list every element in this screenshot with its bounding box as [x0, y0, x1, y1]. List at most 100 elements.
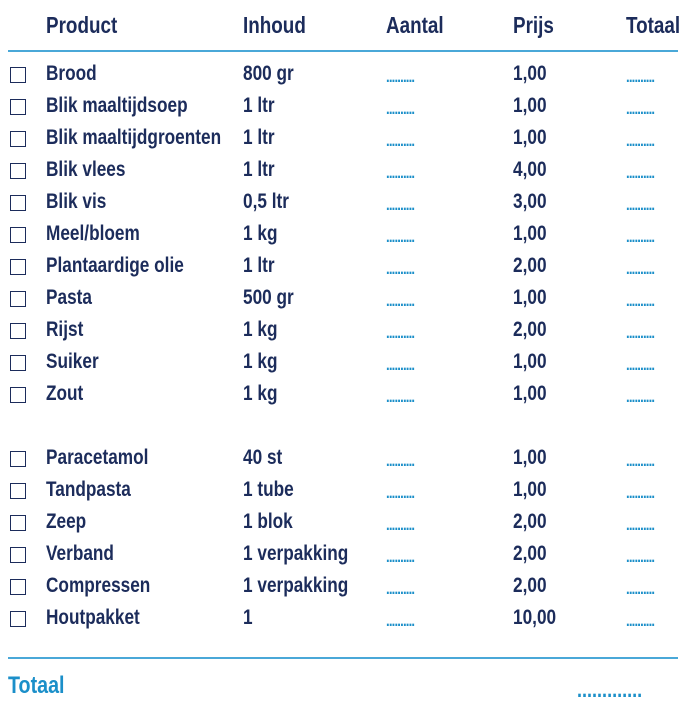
quantity: .......... [386, 357, 415, 374]
price: 2,00 [513, 574, 547, 597]
checkbox[interactable] [10, 259, 26, 275]
total: .......... [626, 101, 655, 118]
total: .......... [626, 229, 655, 246]
price: 2,00 [513, 254, 547, 277]
content: 1 ltr [243, 94, 275, 117]
content: 1 verpakking [243, 574, 349, 597]
checkbox[interactable] [10, 323, 26, 339]
column-header: Inhoud [243, 12, 306, 38]
price: 2,00 [513, 542, 547, 565]
content: 1 blok [243, 510, 293, 533]
checkbox[interactable] [10, 579, 26, 595]
total: .......... [626, 453, 655, 470]
checkbox[interactable] [10, 387, 26, 403]
product: Suiker [46, 350, 99, 373]
price: 1,00 [513, 382, 547, 405]
product: Zout [46, 382, 84, 405]
content: 800 gr [243, 62, 294, 85]
product: Paracetamol [46, 446, 149, 469]
checkbox[interactable] [10, 611, 26, 627]
product: Blik maaltijdsoep [46, 94, 188, 117]
price: 3,00 [513, 190, 547, 213]
quantity: .......... [386, 165, 415, 182]
product: Blik vlees [46, 158, 126, 181]
total: .......... [626, 517, 655, 534]
quantity: .......... [386, 69, 415, 86]
quantity: .......... [386, 613, 415, 630]
checkbox[interactable] [10, 483, 26, 499]
checkbox[interactable] [10, 451, 26, 467]
content: 500 gr [243, 286, 294, 309]
quantity: .......... [386, 261, 415, 278]
checkbox[interactable] [10, 131, 26, 147]
checkbox[interactable] [10, 163, 26, 179]
price: 1,00 [513, 126, 547, 149]
footer-value: ............. [577, 677, 643, 702]
footer-rule [8, 657, 678, 659]
product: Plantaardige olie [46, 254, 184, 277]
checkbox[interactable] [10, 291, 26, 307]
product: Tandpasta [46, 478, 131, 501]
checkbox[interactable] [10, 99, 26, 115]
product: Rijst [46, 318, 84, 341]
total: .......... [626, 261, 655, 278]
checkbox[interactable] [10, 515, 26, 531]
quantity: .......... [386, 581, 415, 598]
content: 0,5 ltr [243, 190, 289, 213]
quantity: .......... [386, 549, 415, 566]
content: 1 kg [243, 382, 278, 405]
column-header: Aantal [386, 12, 444, 38]
product: Pasta [46, 286, 92, 309]
column-header: Totaal [626, 12, 681, 38]
content: 1 ltr [243, 158, 275, 181]
content: 1 ltr [243, 126, 275, 149]
price: 1,00 [513, 286, 547, 309]
content: 1 kg [243, 222, 278, 245]
price: 1,00 [513, 478, 547, 501]
product: Blik maaltijdgroenten [46, 126, 222, 149]
content: 1 verpakking [243, 542, 349, 565]
total: .......... [626, 133, 655, 150]
footer-label: Totaal [8, 672, 65, 699]
quantity: .......... [386, 229, 415, 246]
checkbox[interactable] [10, 195, 26, 211]
total: .......... [626, 165, 655, 182]
quantity: .......... [386, 325, 415, 342]
price: 4,00 [513, 158, 547, 181]
checkbox[interactable] [10, 67, 26, 83]
quantity: .......... [386, 517, 415, 534]
content: 1 [243, 606, 253, 629]
total: .......... [626, 613, 655, 630]
quantity: .......... [386, 485, 415, 502]
total: .......... [626, 357, 655, 374]
checkbox[interactable] [10, 355, 26, 371]
price: 1,00 [513, 222, 547, 245]
quantity: .......... [386, 133, 415, 150]
product: Brood [46, 62, 97, 85]
price: 2,00 [513, 510, 547, 533]
price: 1,00 [513, 446, 547, 469]
quantity: .......... [386, 389, 415, 406]
total: .......... [626, 69, 655, 86]
checkbox[interactable] [10, 227, 26, 243]
price: 1,00 [513, 350, 547, 373]
column-header: Prijs [513, 12, 554, 38]
quantity: .......... [386, 453, 415, 470]
column-header: Product [46, 12, 118, 38]
total: .......... [626, 485, 655, 502]
content: 40 st [243, 446, 283, 469]
total: .......... [626, 325, 655, 342]
price: 1,00 [513, 62, 547, 85]
header-rule [8, 50, 678, 52]
total: .......... [626, 389, 655, 406]
product: Houtpakket [46, 606, 140, 629]
product: Blik vis [46, 190, 107, 213]
content: 1 tube [243, 478, 294, 501]
quantity: .......... [386, 293, 415, 310]
content: 1 ltr [243, 254, 275, 277]
total: .......... [626, 549, 655, 566]
checkbox[interactable] [10, 547, 26, 563]
product: Meel/bloem [46, 222, 140, 245]
total: .......... [626, 197, 655, 214]
